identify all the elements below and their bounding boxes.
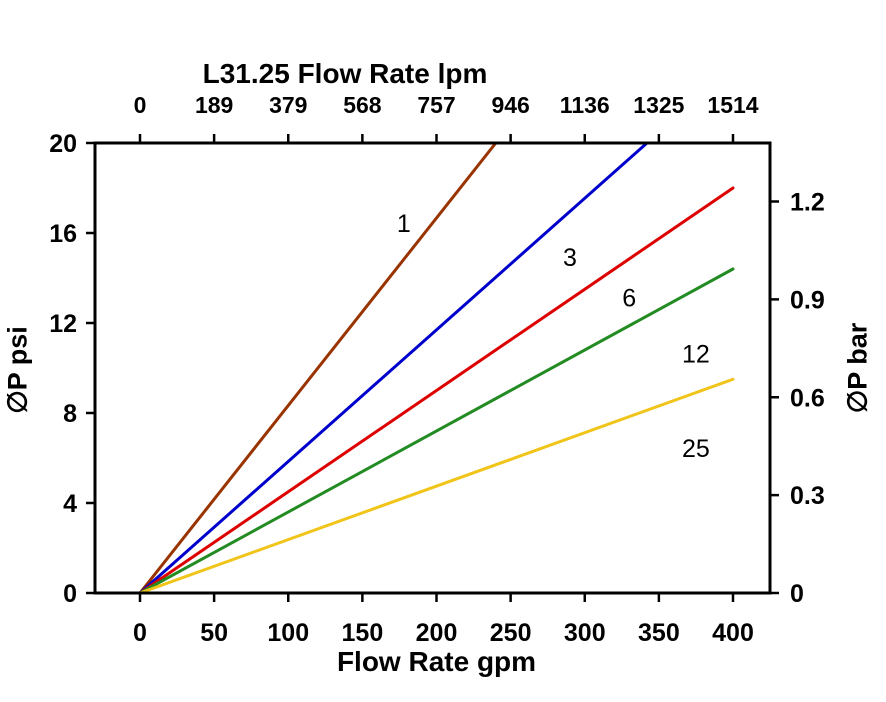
x-tick-label: 300 [564, 619, 606, 647]
y-tick-label: 4 [63, 490, 77, 518]
series-line-1 [138, 143, 498, 593]
y-tick-label: 0 [63, 580, 77, 608]
series-label-1: 1 [397, 210, 411, 238]
series-line-6 [138, 186, 735, 593]
chart-title: L31.25 Flow Rate lpm [202, 58, 488, 89]
right-tick-label: 1.2 [790, 189, 825, 217]
x-tick-label: 150 [342, 619, 384, 647]
top-tick-label: 946 [491, 92, 529, 118]
series-label-25: 25 [682, 435, 710, 463]
y-tick-label: 16 [49, 220, 77, 248]
right-tick-label: 0.9 [790, 286, 825, 314]
right-tick-label: 0.6 [790, 384, 825, 412]
x-axis-label: Flow Rate gpm [336, 646, 537, 677]
top-tick-label: 1136 [560, 92, 610, 118]
y-tick-label: 8 [63, 400, 77, 428]
plot-frame [93, 141, 772, 595]
y-tick-label: 20 [49, 130, 77, 158]
series-label-12: 12 [682, 341, 710, 369]
top-tick-label: 189 [195, 92, 233, 118]
x-tick-label: 100 [267, 619, 309, 647]
x-tick-label: 250 [490, 619, 532, 647]
y-axis-label-bar: ∅P bar [842, 322, 873, 414]
right-tick-label: 0 [790, 580, 804, 608]
series-line-3 [138, 143, 649, 593]
top-tick-label: 568 [343, 92, 382, 118]
x-tick-label: 200 [416, 619, 458, 647]
top-tick-label: 379 [269, 92, 307, 118]
series-label-6: 6 [622, 284, 636, 312]
right-tick-label: 0.3 [790, 482, 825, 510]
x-tick-label: 50 [200, 619, 228, 647]
top-tick-label: 757 [417, 92, 455, 118]
x-tick-label: 350 [638, 619, 680, 647]
series-line-12 [138, 267, 735, 593]
y-tick-label: 12 [49, 310, 77, 338]
y-axis-label-psi: ∅P psi [2, 326, 33, 414]
x-tick-label: 400 [712, 619, 754, 647]
top-tick-label: 0 [134, 92, 147, 118]
x-tick-label: 0 [133, 619, 147, 647]
top-tick-label: 1325 [633, 92, 684, 118]
top-tick-label: 1514 [707, 92, 758, 118]
series-label-3: 3 [563, 244, 577, 272]
series-line-25 [138, 377, 735, 593]
